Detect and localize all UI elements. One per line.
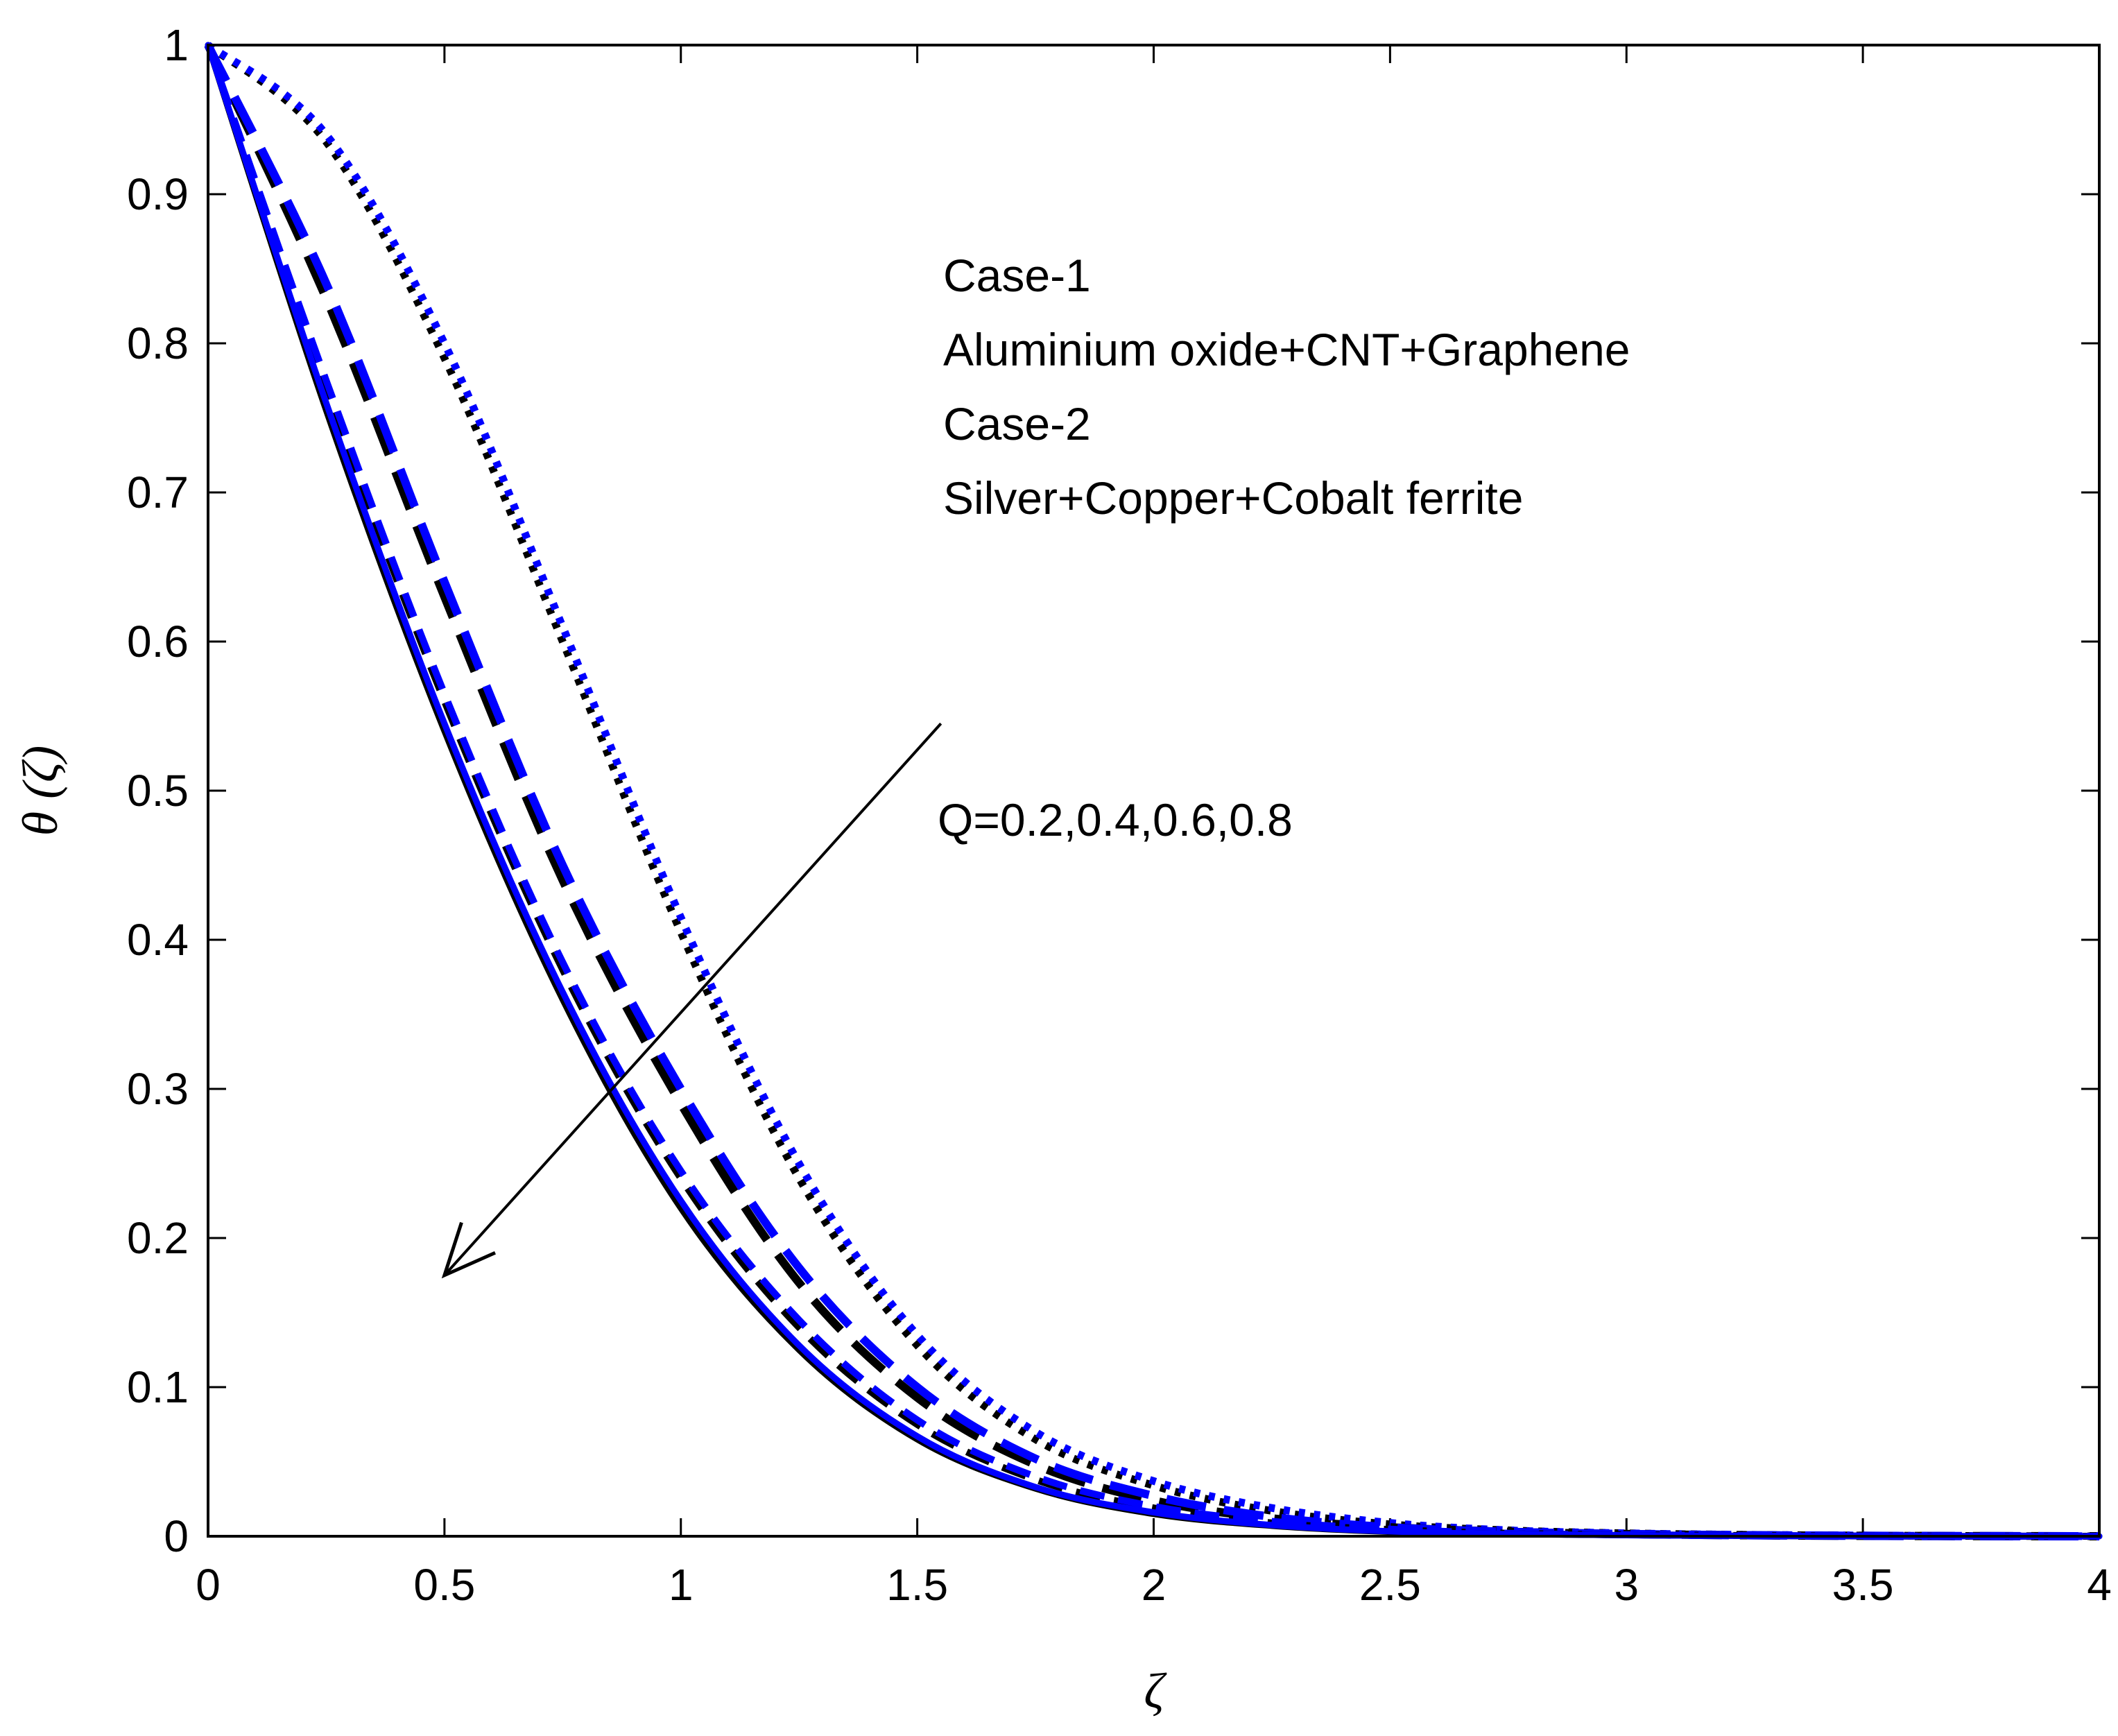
series-line-case1-q06	[205, 44, 2100, 1540]
x-axis-title: ζ	[1144, 1663, 1167, 1719]
y-tick-label: 1	[164, 20, 189, 70]
x-tick-label: 2	[1142, 1560, 1166, 1610]
series-line-case2-q02	[205, 42, 2100, 1540]
series-line-case2-q06	[205, 44, 2100, 1540]
annotation-arrow-shaft	[443, 722, 942, 1277]
series-lines	[204, 42, 2103, 1540]
series-line-case2-q04	[204, 43, 2100, 1540]
plot-frame	[207, 44, 2101, 1538]
q-annotation: Q=0.2,0.4,0.6,0.8	[441, 722, 1293, 1279]
x-tick-label: 1.5	[886, 1560, 948, 1610]
y-tick-label: 0.3	[127, 1064, 189, 1114]
legend-line-case-1: Case-1	[943, 250, 1091, 301]
y-tick-label: 0.5	[127, 766, 189, 816]
x-tick-label: 2.5	[1359, 1560, 1421, 1610]
y-tick-label: 0.8	[127, 318, 189, 368]
y-tick-label: 0.9	[127, 169, 189, 219]
series-line-case1-q04	[204, 43, 2100, 1540]
x-tick-label: 4	[2087, 1560, 2112, 1610]
x-tick-label: 3.5	[1832, 1560, 1894, 1610]
series-line-case1-q02	[205, 42, 2100, 1540]
series-line-case1-q08	[205, 42, 2103, 1540]
legend-line-case-2-materials: Silver+Copper+Cobalt ferrite	[943, 472, 1523, 524]
x-tick-label: 3	[1614, 1560, 1639, 1610]
y-tick-label: 0.4	[127, 915, 189, 965]
y-tick-label: 0	[164, 1511, 189, 1561]
legend: Case-1 Aluminium oxide+CNT+Graphene Case…	[943, 250, 1630, 524]
x-tick-label: 0.5	[413, 1560, 475, 1610]
annotation-label: Q=0.2,0.4,0.6,0.8	[938, 794, 1293, 845]
x-tick-label: 1	[669, 1560, 694, 1610]
legend-line-case-1-materials: Aluminium oxide+CNT+Graphene	[943, 324, 1630, 375]
x-tick-label: 0	[196, 1560, 221, 1610]
legend-line-case-2: Case-2	[943, 398, 1091, 449]
annotation-arrow-head	[441, 1221, 497, 1279]
series-line-case2-q08	[205, 42, 2103, 1540]
y-tick-label: 0.7	[127, 467, 189, 517]
y-axis-title: θ (ζ)	[12, 746, 68, 836]
y-tick-label: 0.1	[127, 1362, 189, 1412]
y-tick-label: 0.6	[127, 617, 189, 667]
axis-ticks: 0 0.5 1 1.5 2 2.5 3 3.5 4 0 0.1 0.2 0.3 0.4 0.5 0.6 0.7 0…	[127, 20, 2112, 1610]
y-tick-label: 0.2	[127, 1213, 189, 1263]
